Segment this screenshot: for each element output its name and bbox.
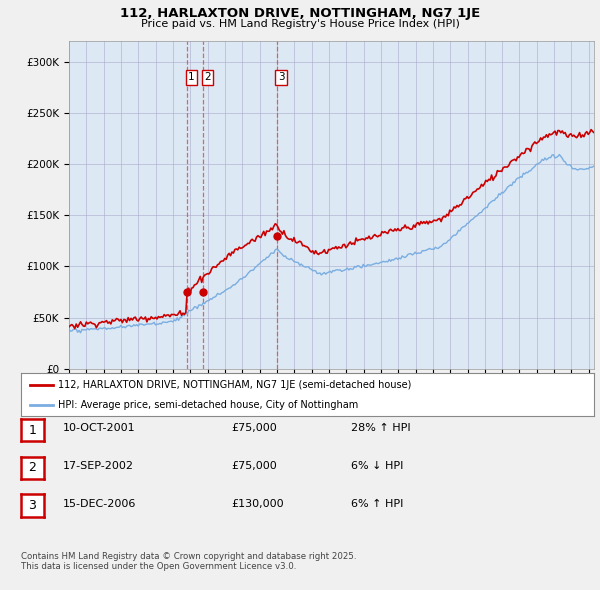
Text: Contains HM Land Registry data © Crown copyright and database right 2025.
This d: Contains HM Land Registry data © Crown c… <box>21 552 356 571</box>
Text: £75,000: £75,000 <box>231 461 277 471</box>
Text: 15-DEC-2006: 15-DEC-2006 <box>63 499 136 509</box>
Text: Price paid vs. HM Land Registry's House Price Index (HPI): Price paid vs. HM Land Registry's House … <box>140 19 460 30</box>
Text: 10-OCT-2001: 10-OCT-2001 <box>63 424 136 433</box>
Text: 1: 1 <box>188 72 195 82</box>
Text: 2: 2 <box>204 72 211 82</box>
Text: 112, HARLAXTON DRIVE, NOTTINGHAM, NG7 1JE (semi-detached house): 112, HARLAXTON DRIVE, NOTTINGHAM, NG7 1J… <box>58 379 412 389</box>
Text: 3: 3 <box>278 72 284 82</box>
Text: 2: 2 <box>28 461 37 474</box>
Text: 28% ↑ HPI: 28% ↑ HPI <box>351 424 410 433</box>
Text: 112, HARLAXTON DRIVE, NOTTINGHAM, NG7 1JE: 112, HARLAXTON DRIVE, NOTTINGHAM, NG7 1J… <box>120 7 480 20</box>
Point <box>272 231 282 241</box>
Text: £75,000: £75,000 <box>231 424 277 433</box>
Text: 17-SEP-2002: 17-SEP-2002 <box>63 461 134 471</box>
Text: HPI: Average price, semi-detached house, City of Nottingham: HPI: Average price, semi-detached house,… <box>58 400 358 410</box>
Point <box>199 287 208 297</box>
Text: 6% ↑ HPI: 6% ↑ HPI <box>351 499 403 509</box>
Point <box>182 287 192 297</box>
Text: £130,000: £130,000 <box>231 499 284 509</box>
Text: 1: 1 <box>28 424 37 437</box>
Text: 3: 3 <box>28 499 37 512</box>
Text: 6% ↓ HPI: 6% ↓ HPI <box>351 461 403 471</box>
